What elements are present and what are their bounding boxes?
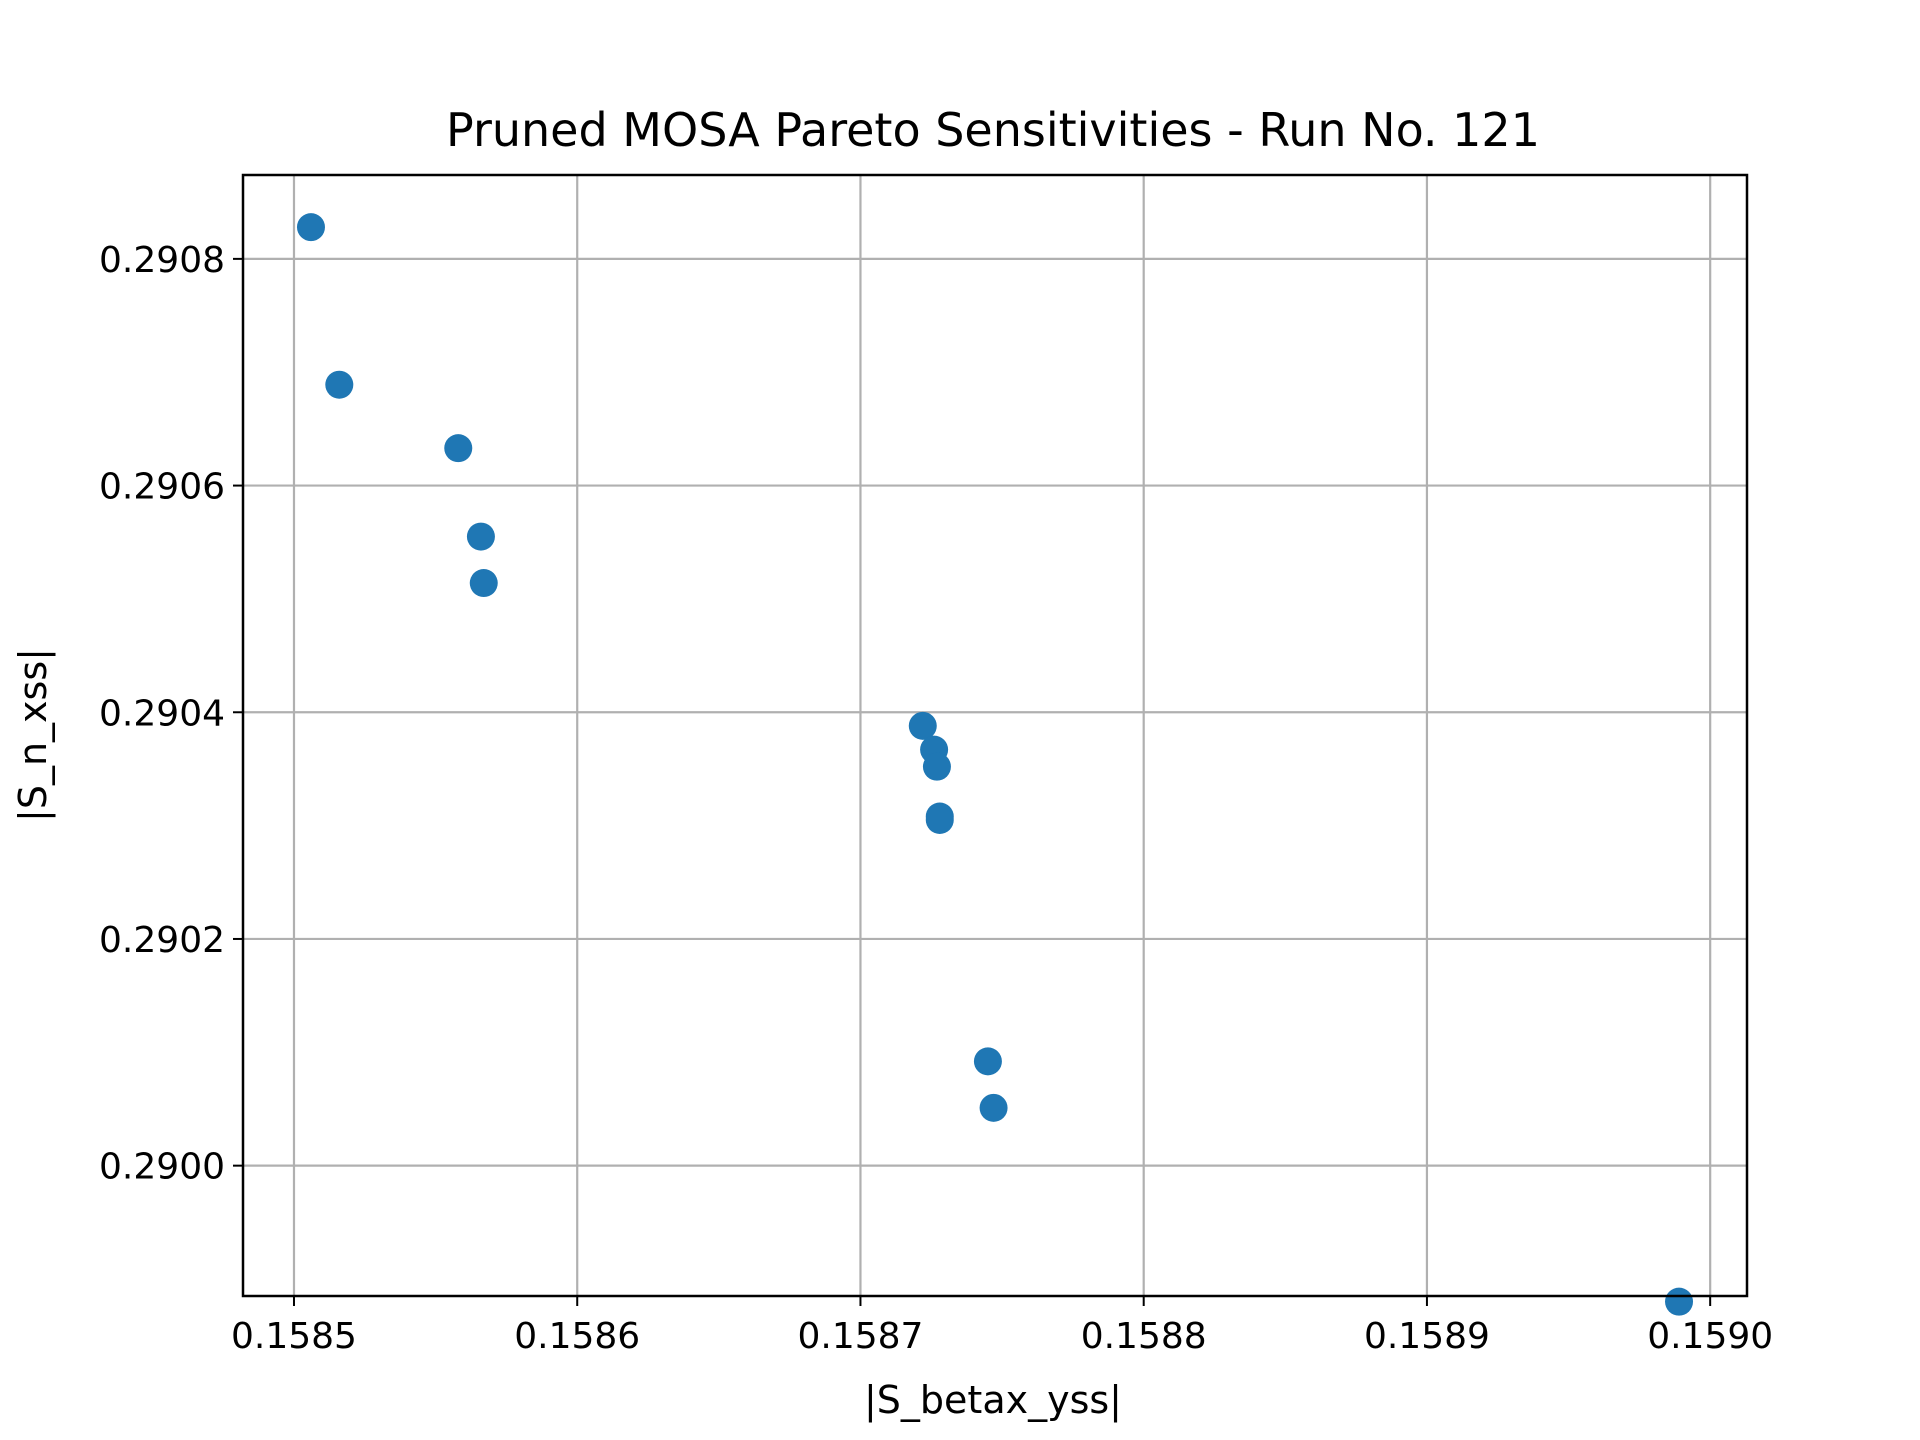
data-point bbox=[979, 1093, 1008, 1122]
chart-title: Pruned MOSA Pareto Sensitivities - Run N… bbox=[446, 103, 1540, 157]
y-axis-label: |S_n_xss| bbox=[11, 648, 56, 822]
data-points bbox=[296, 213, 1694, 1316]
data-point bbox=[325, 370, 354, 399]
data-point bbox=[908, 711, 937, 740]
x-tick-label: 0.1586 bbox=[514, 1316, 640, 1357]
x-tick-label: 0.1589 bbox=[1364, 1316, 1490, 1357]
data-point bbox=[296, 213, 325, 242]
x-tick-label: 0.1587 bbox=[797, 1316, 923, 1357]
data-point bbox=[922, 752, 951, 781]
x-axis-ticks: 0.1585 0.1586 0.1587 0.1588 0.1589 0.1590 bbox=[231, 1296, 1773, 1357]
y-axis-ticks: 0.2900 0.2902 0.2904 0.2906 0.2908 bbox=[99, 240, 243, 1188]
y-tick-label: 0.2908 bbox=[99, 240, 225, 281]
data-point bbox=[925, 805, 954, 834]
y-tick-label: 0.2904 bbox=[99, 693, 225, 734]
y-tick-label: 0.2902 bbox=[99, 920, 225, 961]
x-tick-label: 0.1590 bbox=[1647, 1316, 1773, 1357]
x-tick-label: 0.1588 bbox=[1081, 1316, 1207, 1357]
data-point bbox=[469, 569, 498, 598]
data-point bbox=[973, 1047, 1002, 1076]
data-point bbox=[1665, 1287, 1694, 1316]
y-tick-label: 0.2900 bbox=[99, 1147, 225, 1188]
x-tick-label: 0.1585 bbox=[231, 1316, 357, 1357]
x-axis-label: |S_betax_yss| bbox=[864, 1378, 1122, 1423]
y-tick-label: 0.2906 bbox=[99, 467, 225, 508]
grid-lines bbox=[243, 175, 1747, 1296]
data-point bbox=[444, 434, 473, 463]
data-point bbox=[466, 522, 495, 551]
plot-frame bbox=[241, 173, 1749, 1298]
